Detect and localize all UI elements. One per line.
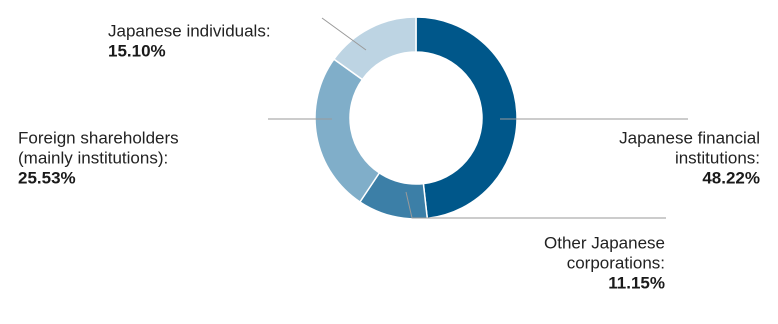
- category-label: (mainly institutions):: [18, 148, 168, 167]
- value-label: 25.53%: [18, 168, 76, 187]
- category-label: Other Japanese: [544, 233, 665, 252]
- category-label: corporations:: [567, 253, 665, 272]
- category-label: Foreign shareholders: [18, 128, 179, 147]
- category-label: Japanese financial: [619, 128, 760, 147]
- leader-line: [405, 191, 666, 219]
- donut-slice: [332, 16, 417, 81]
- value-label: 48.22%: [702, 168, 760, 187]
- category-label: institutions:: [675, 148, 760, 167]
- leader-line: [321, 17, 367, 51]
- value-label: 15.10%: [108, 41, 166, 60]
- category-label: Japanese individuals:: [108, 21, 271, 40]
- leader-lines: [268, 17, 688, 219]
- donut: [314, 16, 518, 220]
- donut-slice: [415, 16, 518, 220]
- donut-slice: [314, 58, 381, 204]
- value-label: 11.15%: [608, 273, 665, 292]
